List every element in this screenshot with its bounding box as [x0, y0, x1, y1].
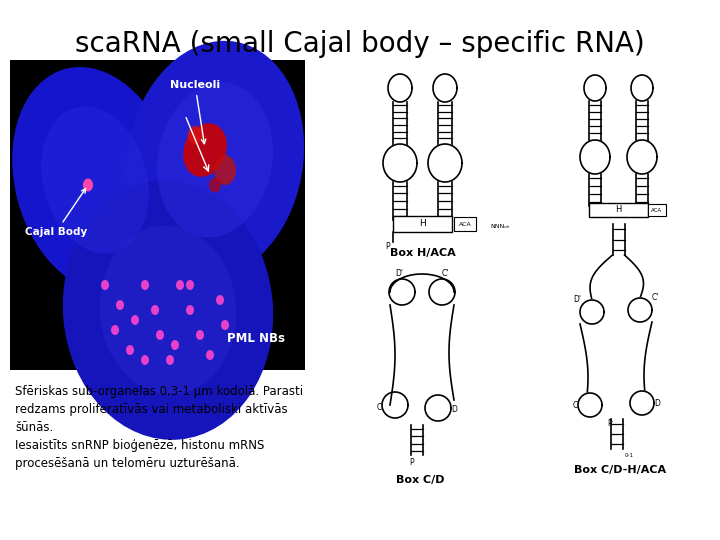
Text: ACA: ACA [459, 221, 472, 226]
Ellipse shape [111, 325, 119, 335]
Ellipse shape [99, 226, 236, 394]
Ellipse shape [131, 315, 139, 325]
Text: D: D [654, 399, 660, 408]
Ellipse shape [209, 178, 221, 192]
Text: Sfēriskas sub-organelas 0,3-1 μm kodolā. Parasti: Sfēriskas sub-organelas 0,3-1 μm kodolā.… [15, 385, 303, 398]
Ellipse shape [41, 106, 149, 253]
Ellipse shape [12, 67, 178, 293]
Polygon shape [584, 75, 606, 101]
Bar [393, 216, 452, 232]
Bar [589, 203, 648, 217]
Text: H: H [419, 219, 426, 228]
Text: Box C/D: Box C/D [396, 475, 444, 485]
Ellipse shape [63, 180, 273, 440]
Ellipse shape [186, 305, 194, 315]
Polygon shape [630, 391, 654, 415]
Polygon shape [425, 395, 451, 421]
Polygon shape [429, 279, 455, 305]
Text: Box H/ACA: Box H/ACA [390, 248, 455, 258]
Text: P: P [410, 458, 414, 467]
Ellipse shape [196, 330, 204, 340]
Text: C: C [572, 401, 577, 409]
Ellipse shape [156, 330, 164, 340]
Ellipse shape [183, 123, 227, 177]
Ellipse shape [214, 155, 236, 185]
Ellipse shape [126, 345, 134, 355]
Polygon shape [628, 298, 652, 322]
Text: D': D' [395, 269, 403, 278]
Ellipse shape [151, 305, 159, 315]
Text: procesēšanā un telomēru uzturēšanā.: procesēšanā un telomēru uzturēšanā. [15, 457, 240, 470]
Text: Iesaistīts snRNP bioģenēzē, histonu mRNS: Iesaistīts snRNP bioģenēzē, histonu mRNS [15, 439, 264, 452]
Polygon shape [631, 75, 653, 101]
Polygon shape [388, 74, 412, 102]
Text: šūnās.: šūnās. [15, 421, 53, 434]
Text: Cajal Body: Cajal Body [25, 188, 87, 237]
Text: NNNₒₕ: NNNₒₕ [490, 224, 510, 228]
Polygon shape [383, 144, 417, 182]
Polygon shape [627, 140, 657, 174]
Text: H: H [616, 206, 621, 214]
Text: C': C' [441, 269, 449, 278]
Ellipse shape [206, 350, 214, 360]
Text: redzams proliferatīvās vai metaboliski aktīvās: redzams proliferatīvās vai metaboliski a… [15, 403, 287, 416]
Text: D: D [451, 406, 457, 415]
Bar [454, 217, 476, 231]
Ellipse shape [141, 280, 149, 290]
Ellipse shape [186, 280, 194, 290]
Polygon shape [433, 74, 457, 102]
Bar [648, 204, 666, 216]
Text: C: C [377, 402, 382, 411]
Ellipse shape [171, 340, 179, 350]
Text: C': C' [652, 294, 659, 302]
Text: P: P [608, 419, 612, 428]
Text: scaRNA (small Cajal body – specific RNA): scaRNA (small Cajal body – specific RNA) [75, 30, 645, 58]
Ellipse shape [126, 41, 304, 279]
Ellipse shape [101, 280, 109, 290]
Text: D': D' [573, 295, 581, 305]
Text: Nucleoli: Nucleoli [170, 80, 220, 144]
Polygon shape [578, 393, 602, 417]
Ellipse shape [157, 83, 273, 238]
Text: 0-1: 0-1 [625, 453, 634, 458]
Polygon shape [580, 140, 610, 174]
Ellipse shape [116, 300, 124, 310]
Text: ACA: ACA [652, 207, 662, 213]
Ellipse shape [221, 320, 229, 330]
Ellipse shape [216, 295, 224, 305]
Polygon shape [382, 392, 408, 418]
Text: Box C/D-H/ACA: Box C/D-H/ACA [574, 465, 666, 475]
Ellipse shape [187, 126, 202, 144]
Polygon shape [580, 300, 604, 324]
Text: P: P [385, 242, 390, 251]
Bar [10, 60, 305, 370]
Text: PML NBs: PML NBs [227, 332, 285, 345]
Ellipse shape [141, 355, 149, 365]
Polygon shape [389, 279, 415, 305]
Polygon shape [428, 144, 462, 182]
Ellipse shape [83, 179, 93, 192]
Ellipse shape [176, 280, 184, 290]
Ellipse shape [166, 355, 174, 365]
